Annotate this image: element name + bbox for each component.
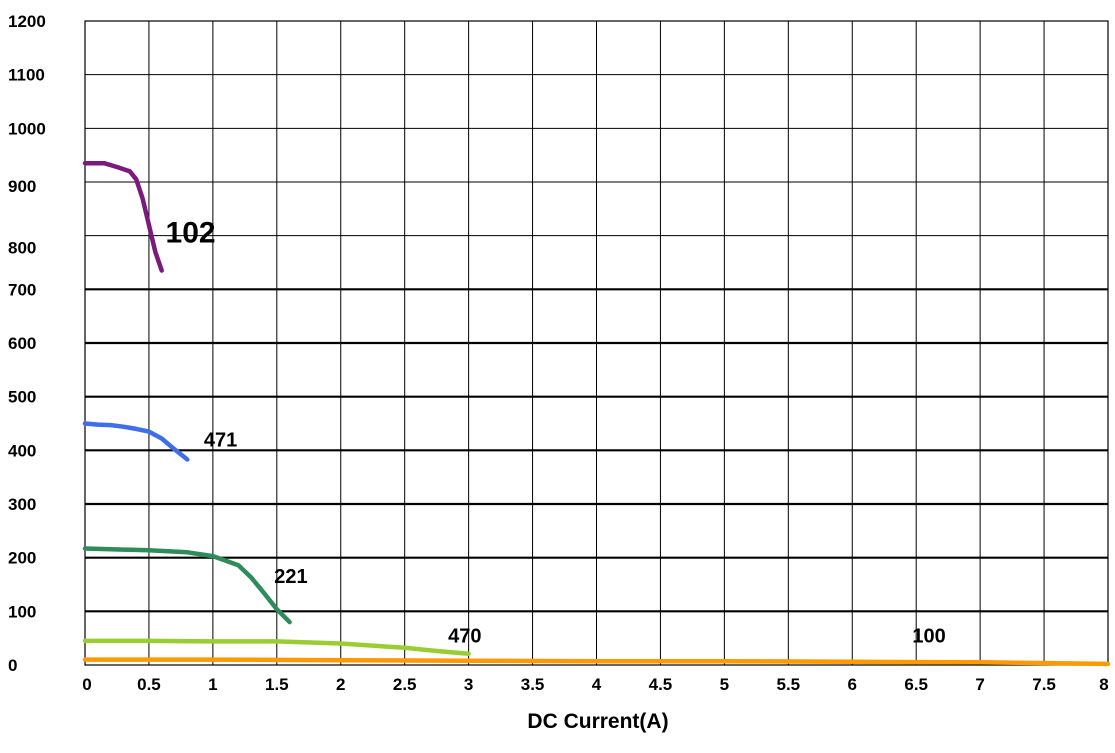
series-line-471 [82,421,190,462]
x-tick-label: 4 [592,675,602,694]
y-tick-label: 100 [8,602,36,621]
series-label-471: 471 [204,430,237,452]
series-group [82,160,1111,667]
y-tick-label: 900 [8,177,36,196]
y-tick-label: 500 [8,388,36,407]
series-label-470: 470 [448,625,481,647]
x-tick-label: 2.5 [393,675,417,694]
x-tick-label: 6.5 [904,675,928,694]
series-labels: 102 471 221 470 100 [166,217,946,648]
x-tick-label: 8 [1099,675,1108,694]
x-axis-title: DC Current(A) [527,710,668,733]
y-tick-label: 300 [8,495,36,514]
y-tick-label: 200 [8,549,36,568]
x-tick-label: 7 [975,675,984,694]
y-tick-label: 0 [8,656,17,675]
x-tick-label: 0.5 [137,675,161,694]
y-tick-label: 400 [8,441,36,460]
series-line-100 [82,657,1111,667]
series-label-221: 221 [274,566,307,588]
y-tick-label: 700 [8,280,36,299]
x-tick-label: 5.5 [776,675,800,694]
x-axis-ticks: 0 0.5 1 1.5 2 2.5 3 3.5 4 4.5 5 5.5 6 6.5 7 7.5 8 [82,675,1108,694]
x-tick-label: 5 [720,675,729,694]
x-tick-label: 6 [848,675,857,694]
x-tick-label: 1 [208,675,217,694]
x-tick-label: 0 [82,675,91,694]
grid [84,20,1109,666]
series-line-221 [82,546,292,625]
y-tick-label: 800 [8,239,36,258]
y-tick-label: 1000 [8,119,46,138]
y-tick-label: 1100 [8,66,45,85]
x-tick-label: 3 [464,675,473,694]
x-tick-label: 3.5 [521,675,545,694]
y-tick-label: 600 [8,334,36,353]
x-tick-label: 1.5 [265,675,289,694]
plot-frame [84,20,1109,666]
x-tick-label: 4.5 [649,675,673,694]
series-label-100: 100 [912,625,945,647]
y-axis-ticks: 0 100 200 300 400 500 600 700 800 900 1000 1100 1200 [8,12,46,675]
x-tick-label: 7.5 [1032,675,1056,694]
series-line-470 [82,638,471,656]
series-label-102: 102 [166,217,216,250]
x-tick-label: 2 [336,675,345,694]
series-line-102 [82,160,164,273]
y-tick-label: 1200 [8,12,46,31]
